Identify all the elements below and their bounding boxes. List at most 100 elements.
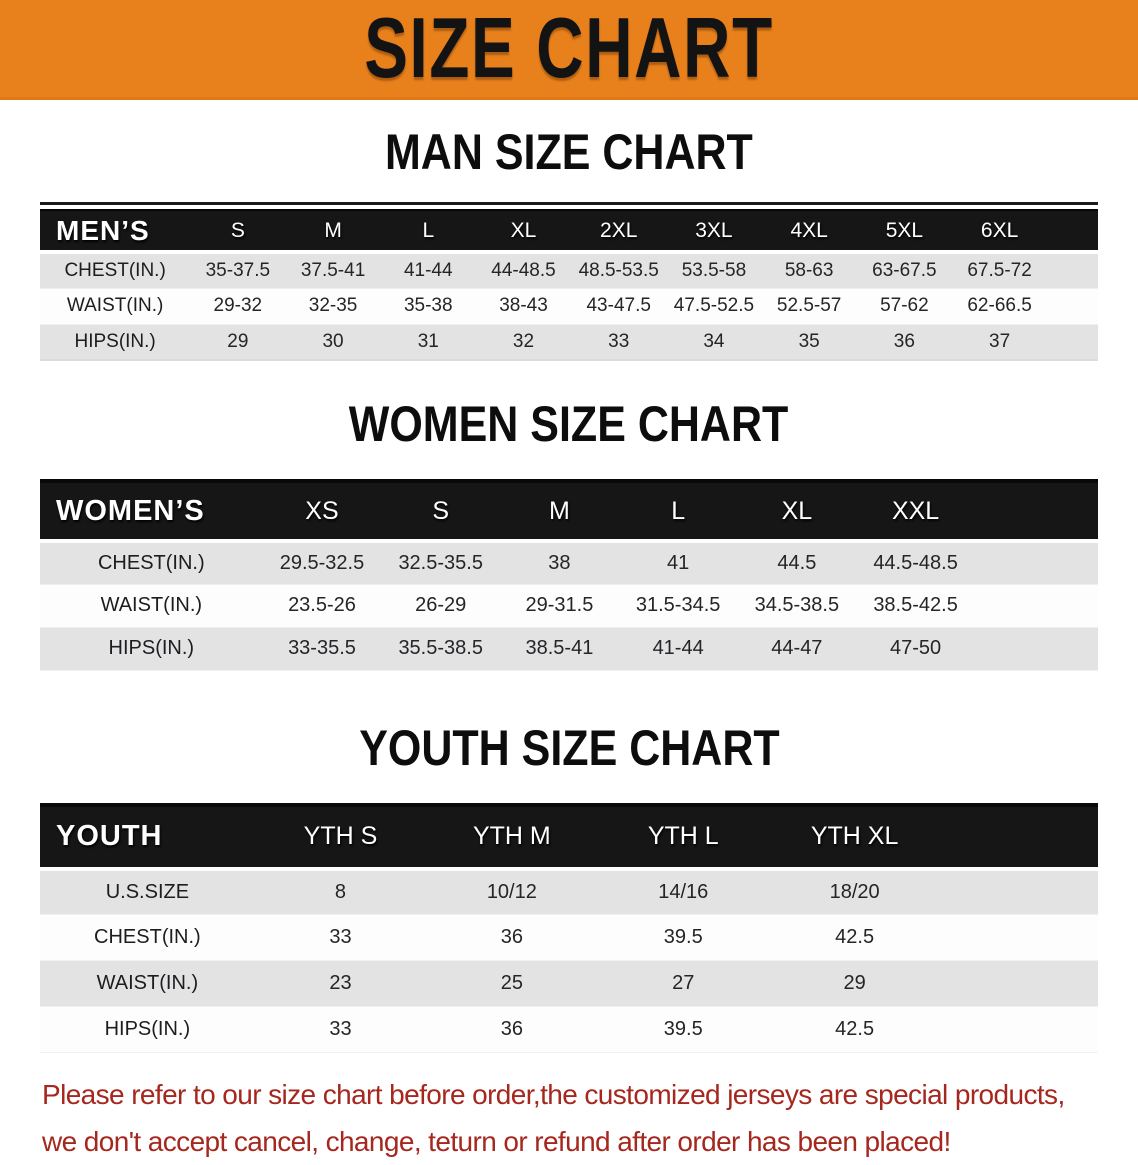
table-row: WAIST(IN.) 23 25 27 29 (40, 960, 1098, 1007)
size-column-header: XL (475, 209, 572, 254)
size-value-cell: 36 (426, 1006, 598, 1053)
size-column-header: YTH S (254, 802, 427, 871)
size-value-cell: 62-66.5 (951, 288, 1048, 325)
size-column-header: S (381, 479, 501, 543)
size-value-cell: 26-29 (381, 584, 501, 628)
row-filler-cell (974, 627, 1098, 671)
row-filler-cell (974, 541, 1098, 585)
size-column-header: XL (737, 479, 857, 543)
size-value-cell: 35 (761, 324, 857, 361)
women-section-heading-text: WOMEN SIZE CHART (349, 396, 789, 452)
size-column-header: YTH L (597, 802, 769, 871)
size-value-cell: 35.5-38.5 (381, 627, 501, 671)
measurement-row-label: HIPS(IN.) (40, 627, 263, 671)
measurement-row-label: HIPS(IN.) (40, 324, 191, 361)
size-value-cell: 31 (380, 324, 476, 361)
size-value-cell: 29 (768, 960, 941, 1007)
youth-section: YOUTH SIZE CHART YOUTH YTH S YTH M YTH L YTH… (40, 719, 1098, 1053)
size-value-cell: 42.5 (768, 914, 941, 961)
size-value-cell: 63-67.5 (856, 252, 952, 289)
size-value-cell: 34.5-38.5 (737, 584, 857, 628)
men-section-heading-text: MAN SIZE CHART (385, 124, 753, 180)
table-row: WAIST(IN.) 29-32 32-35 35-38 38-43 43-47.5 47.… (40, 288, 1098, 325)
size-value-cell: 14/16 (597, 868, 769, 915)
size-value-cell: 32-35 (285, 288, 381, 325)
header-filler-cell (940, 802, 1098, 871)
measurement-row-label: WAIST(IN.) (40, 288, 191, 325)
size-value-cell: 44.5 (737, 541, 857, 585)
size-value-cell: 35-37.5 (190, 252, 286, 289)
banner-title: SIZE CHART (364, 0, 774, 96)
table-header-row: WOMEN’S XS S M L XL XXL (40, 479, 1098, 543)
size-value-cell: 23 (254, 960, 427, 1007)
men-table-top-rule (40, 202, 1098, 205)
size-column-header: S (190, 209, 286, 254)
size-value-cell: 39.5 (597, 914, 769, 961)
size-value-cell: 53.5-58 (666, 252, 762, 289)
size-value-cell: 41 (618, 541, 738, 585)
row-filler-cell (940, 868, 1098, 915)
row-filler-cell (974, 584, 1098, 628)
order-disclaimer: Please refer to our size chart before or… (40, 1071, 1098, 1165)
size-value-cell: 29.5-32.5 (262, 541, 382, 585)
size-value-cell: 58-63 (761, 252, 857, 289)
size-value-cell: 37.5-41 (285, 252, 381, 289)
table-header-row: MEN’S S M L XL 2XL 3XL 4XL 5XL 6XL (40, 209, 1098, 254)
table-row: WAIST(IN.) 23.5-26 26-29 29-31.5 31.5-34.5 34… (40, 584, 1098, 628)
table-row: CHEST(IN.) 33 36 39.5 42.5 (40, 914, 1098, 961)
size-value-cell: 47.5-52.5 (666, 288, 762, 325)
women-section-heading: WOMEN SIZE CHART (40, 399, 1098, 449)
size-value-cell: 10/12 (426, 868, 598, 915)
measurement-row-label: CHEST(IN.) (40, 252, 191, 289)
table-row: CHEST(IN.) 35-37.5 37.5-41 41-44 44-48.5 48.5… (40, 252, 1098, 289)
size-value-cell: 38.5-42.5 (856, 584, 975, 628)
header-filler-cell (1047, 209, 1098, 254)
measurement-row-label: CHEST(IN.) (40, 914, 255, 961)
size-value-cell: 67.5-72 (951, 252, 1048, 289)
page-content: MAN SIZE CHART MEN’S S M L XL 2XL 3XL 4XL 5XL 6XL… (0, 127, 1138, 1165)
size-column-header: L (380, 209, 476, 254)
size-value-cell: 25 (426, 960, 598, 1007)
size-value-cell: 32.5-35.5 (381, 541, 501, 585)
size-column-header: M (285, 209, 381, 254)
size-value-cell: 43-47.5 (571, 288, 667, 325)
row-filler-cell (940, 914, 1098, 961)
size-column-header: XS (262, 479, 382, 543)
row-filler-cell (940, 1006, 1098, 1053)
size-value-cell: 29 (190, 324, 286, 361)
youth-section-heading-text: YOUTH SIZE CHART (358, 719, 780, 776)
size-value-cell: 39.5 (597, 1006, 769, 1053)
row-filler-cell (940, 960, 1098, 1007)
size-column-header: 2XL (571, 209, 667, 254)
size-value-cell: 32 (475, 324, 572, 361)
disclaimer-line-2: we don't accept cancel, change, teturn o… (42, 1126, 951, 1157)
size-value-cell: 33 (254, 914, 427, 961)
table-row: U.S.SIZE 8 10/12 14/16 18/20 (40, 868, 1098, 915)
men-section-heading: MAN SIZE CHART (40, 127, 1098, 177)
size-value-cell: 57-62 (856, 288, 952, 325)
size-value-cell: 38-43 (475, 288, 572, 325)
measurement-row-label: U.S.SIZE (40, 868, 255, 915)
row-filler-cell (1047, 288, 1098, 325)
size-value-cell: 30 (285, 324, 381, 361)
youth-size-table: YOUTH YTH S YTH M YTH L YTH XL U.S.SIZE 8 10/12… (40, 802, 1098, 1053)
size-value-cell: 36 (856, 324, 952, 361)
women-section: WOMEN SIZE CHART WOMEN’S XS S M L XL XXL CHEST(… (40, 399, 1098, 671)
size-value-cell: 33 (571, 324, 667, 361)
size-value-cell: 35-38 (380, 288, 476, 325)
size-value-cell: 37 (951, 324, 1048, 361)
size-value-cell: 29-32 (190, 288, 286, 325)
table-row: HIPS(IN.) 33 36 39.5 42.5 (40, 1006, 1098, 1053)
measurement-row-label: CHEST(IN.) (40, 541, 263, 585)
size-column-header: YTH M (426, 802, 598, 871)
table-category-label: YOUTH (40, 802, 255, 871)
size-column-header: 3XL (666, 209, 762, 254)
size-value-cell: 44.5-48.5 (856, 541, 975, 585)
size-value-cell: 33 (254, 1006, 427, 1053)
size-value-cell: 8 (254, 868, 427, 915)
size-value-cell: 41-44 (380, 252, 476, 289)
table-header-row: YOUTH YTH S YTH M YTH L YTH XL (40, 802, 1098, 871)
size-value-cell: 36 (426, 914, 598, 961)
size-value-cell: 29-31.5 (500, 584, 619, 628)
size-value-cell: 41-44 (618, 627, 738, 671)
